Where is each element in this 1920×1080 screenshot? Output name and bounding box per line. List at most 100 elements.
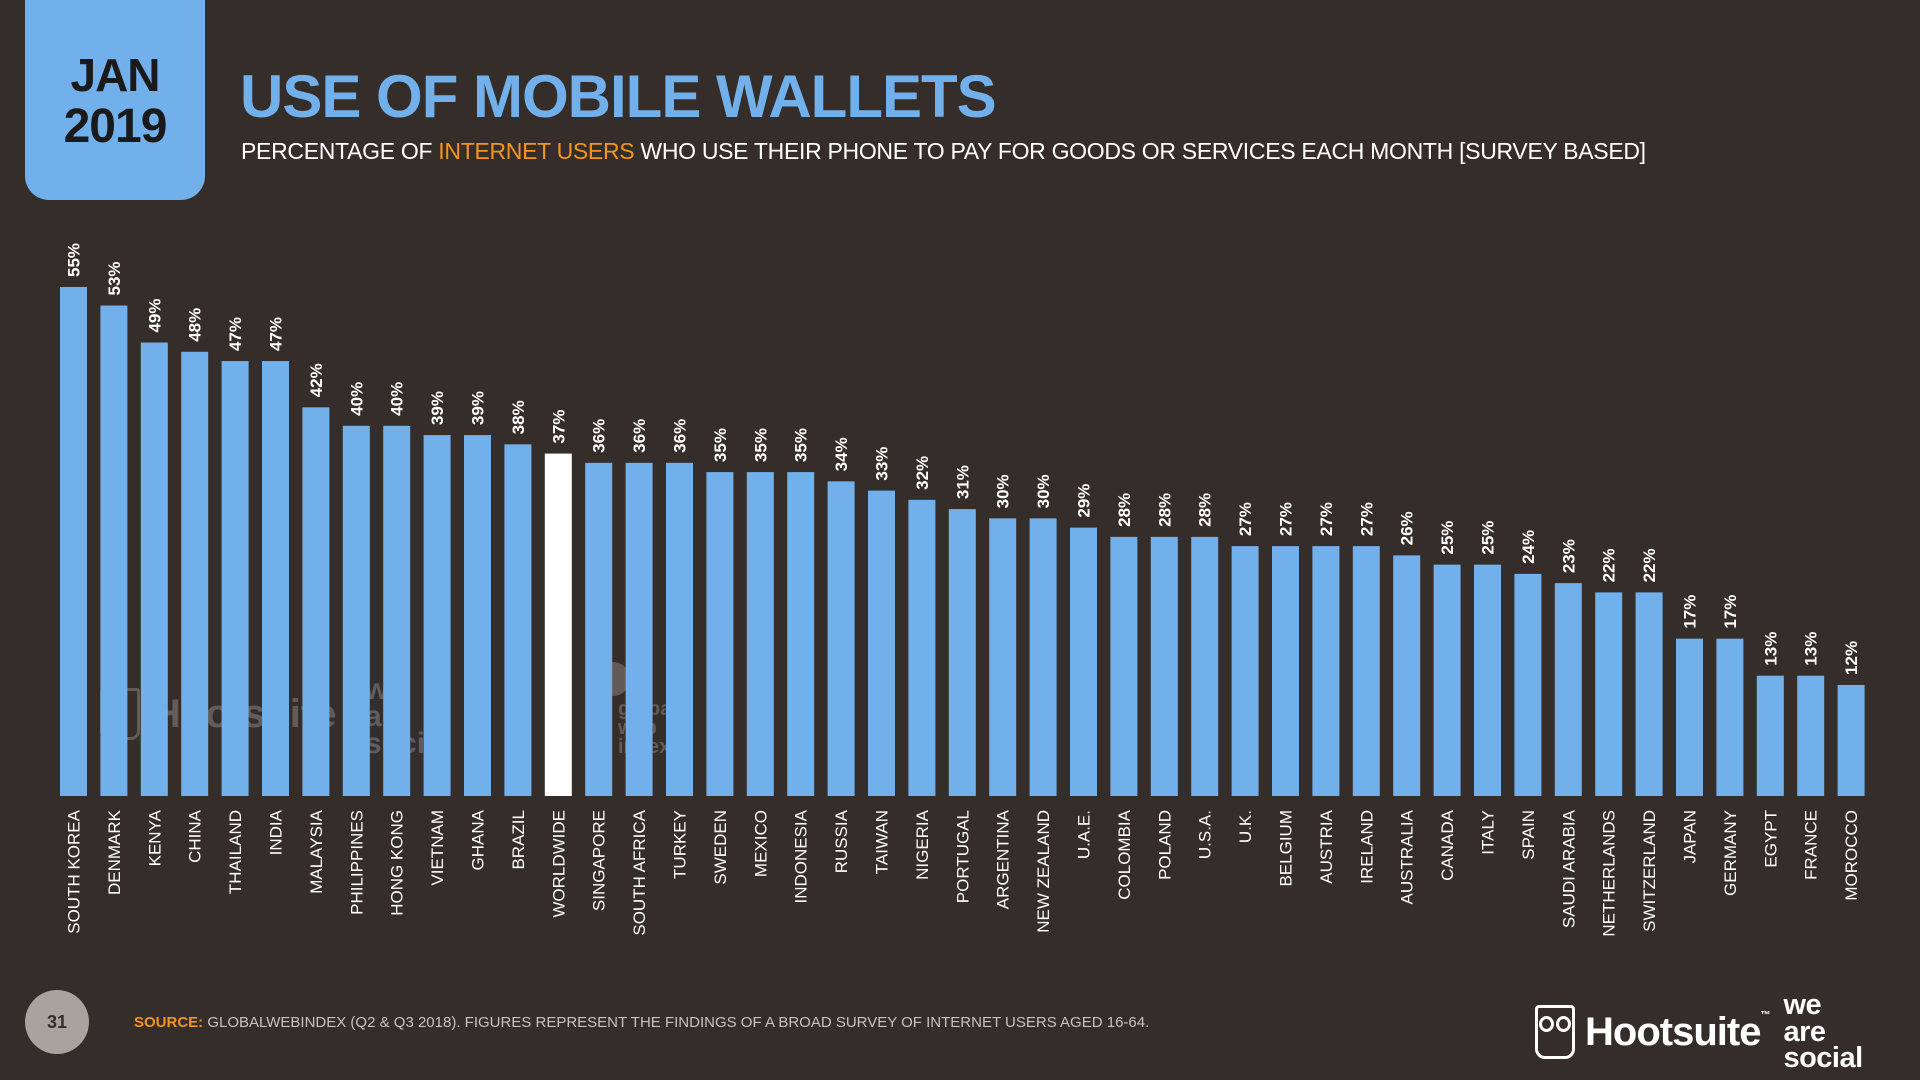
value-label: 22%	[1600, 548, 1619, 582]
source-text: GLOBALWEBINDEX (Q2 & Q3 2018). FIGURES R…	[203, 1013, 1150, 1031]
bar	[140, 342, 168, 796]
value-label: 17%	[1721, 595, 1740, 629]
source-note: SOURCE: GLOBALWEBINDEX (Q2 & Q3 2018). F…	[134, 1014, 1149, 1031]
category-label: AUSTRALIA	[1398, 809, 1417, 904]
bar	[1595, 592, 1623, 796]
bar	[827, 481, 855, 796]
bar	[302, 407, 330, 796]
value-label: 27%	[1277, 502, 1296, 536]
footer: 31 SOURCE: GLOBALWEBINDEX (Q2 & Q3 2018)…	[25, 990, 1149, 1054]
bar	[1352, 546, 1380, 796]
value-label: 53%	[105, 261, 124, 295]
bar	[1150, 536, 1178, 796]
value-label: 23%	[1559, 539, 1578, 573]
value-label: 35%	[751, 428, 770, 462]
bar	[1029, 518, 1057, 796]
category-label: EGYPT	[1761, 810, 1780, 868]
value-label: 36%	[671, 419, 690, 453]
bar	[585, 462, 613, 796]
hootsuite-logo: Hootsuite™	[1585, 1009, 1770, 1055]
bar	[423, 435, 451, 796]
value-label: 42%	[307, 363, 326, 397]
category-label: CHINA	[186, 809, 205, 863]
value-label: 38%	[509, 400, 528, 434]
page-number: 31	[25, 990, 89, 1054]
bar	[746, 472, 774, 796]
bar	[464, 435, 491, 796]
value-label: 37%	[549, 410, 568, 444]
bar	[221, 361, 249, 796]
bar	[544, 453, 572, 796]
category-label: WORLDWIDE	[549, 810, 568, 918]
category-label: NIGERIA	[913, 809, 932, 880]
bar	[1474, 564, 1501, 796]
category-label: POLAND	[1155, 810, 1174, 880]
hootsuite-logo-text: Hootsuite	[1585, 1009, 1761, 1054]
value-label: 13%	[1761, 632, 1780, 666]
value-label: 27%	[1236, 502, 1255, 536]
bar	[1272, 546, 1299, 796]
source-label: SOURCE:	[134, 1013, 204, 1031]
brand-logos: Hootsuite™ we are social	[1535, 989, 1863, 1075]
value-label: 28%	[1115, 493, 1134, 527]
category-label: GERMANY	[1721, 810, 1740, 896]
value-label: 28%	[1155, 493, 1174, 527]
bar	[504, 444, 532, 796]
bar	[1110, 536, 1138, 796]
category-label: SAUDI ARABIA	[1559, 809, 1578, 928]
value-label: 27%	[1317, 502, 1336, 536]
category-label: RUSSIA	[832, 809, 851, 873]
category-label: U.S.A.	[1196, 810, 1215, 859]
value-label: 24%	[1519, 530, 1538, 564]
value-label: 25%	[1479, 521, 1498, 555]
value-label: 17%	[1681, 595, 1700, 629]
category-label: BRAZIL	[509, 810, 528, 870]
category-label: IRELAND	[1357, 810, 1376, 884]
category-label: U.K.	[1236, 810, 1255, 843]
category-label: AUSTRIA	[1317, 809, 1336, 883]
bar	[989, 518, 1017, 796]
bar	[787, 472, 815, 796]
category-label: SWITZERLAND	[1640, 810, 1659, 932]
category-label: NEW ZEALAND	[1034, 810, 1053, 933]
bar	[625, 462, 653, 796]
value-label: 31%	[953, 465, 972, 499]
bar	[1191, 536, 1219, 796]
value-label: 49%	[145, 298, 164, 332]
value-label: 40%	[388, 382, 407, 416]
value-label: 36%	[630, 419, 649, 453]
value-label: 25%	[1438, 521, 1457, 555]
bar	[706, 472, 734, 796]
was-logo-line-3: social	[1783, 1042, 1863, 1075]
value-label: 35%	[792, 428, 811, 462]
date-tab: JAN 2019	[25, 0, 205, 200]
bar	[1676, 638, 1703, 796]
bar	[1070, 527, 1097, 796]
category-label: SINGAPORE	[590, 810, 609, 911]
page-subtitle: PERCENTAGE OF INTERNET USERS WHO USE THE…	[241, 138, 1646, 165]
category-label: ITALY	[1479, 810, 1498, 855]
bar	[1797, 675, 1825, 796]
date-month: JAN	[70, 49, 160, 102]
category-label: SWEDEN	[711, 810, 730, 885]
bar	[1231, 546, 1259, 796]
value-label: 12%	[1842, 641, 1861, 675]
subtitle-highlight: INTERNET USERS	[438, 138, 635, 164]
subtitle-post: WHO USE THEIR PHONE TO PAY FOR GOODS OR …	[634, 138, 1646, 164]
category-label: HONG KONG	[388, 810, 407, 916]
was-logo-line-1: we	[1783, 989, 1822, 1021]
value-label: 40%	[347, 382, 366, 416]
bar	[666, 462, 693, 796]
value-label: 28%	[1196, 493, 1215, 527]
value-label: 27%	[1357, 502, 1376, 536]
owl-icon	[1535, 1005, 1575, 1059]
bar	[948, 509, 976, 796]
bar	[1716, 638, 1744, 796]
value-label: 29%	[1075, 484, 1094, 518]
category-label: KENYA	[145, 809, 164, 866]
category-label: SOUTH KOREA	[65, 809, 84, 933]
value-label: 30%	[994, 474, 1013, 508]
category-label: GHANA	[469, 809, 488, 870]
subtitle-pre: PERCENTAGE OF	[241, 138, 439, 164]
